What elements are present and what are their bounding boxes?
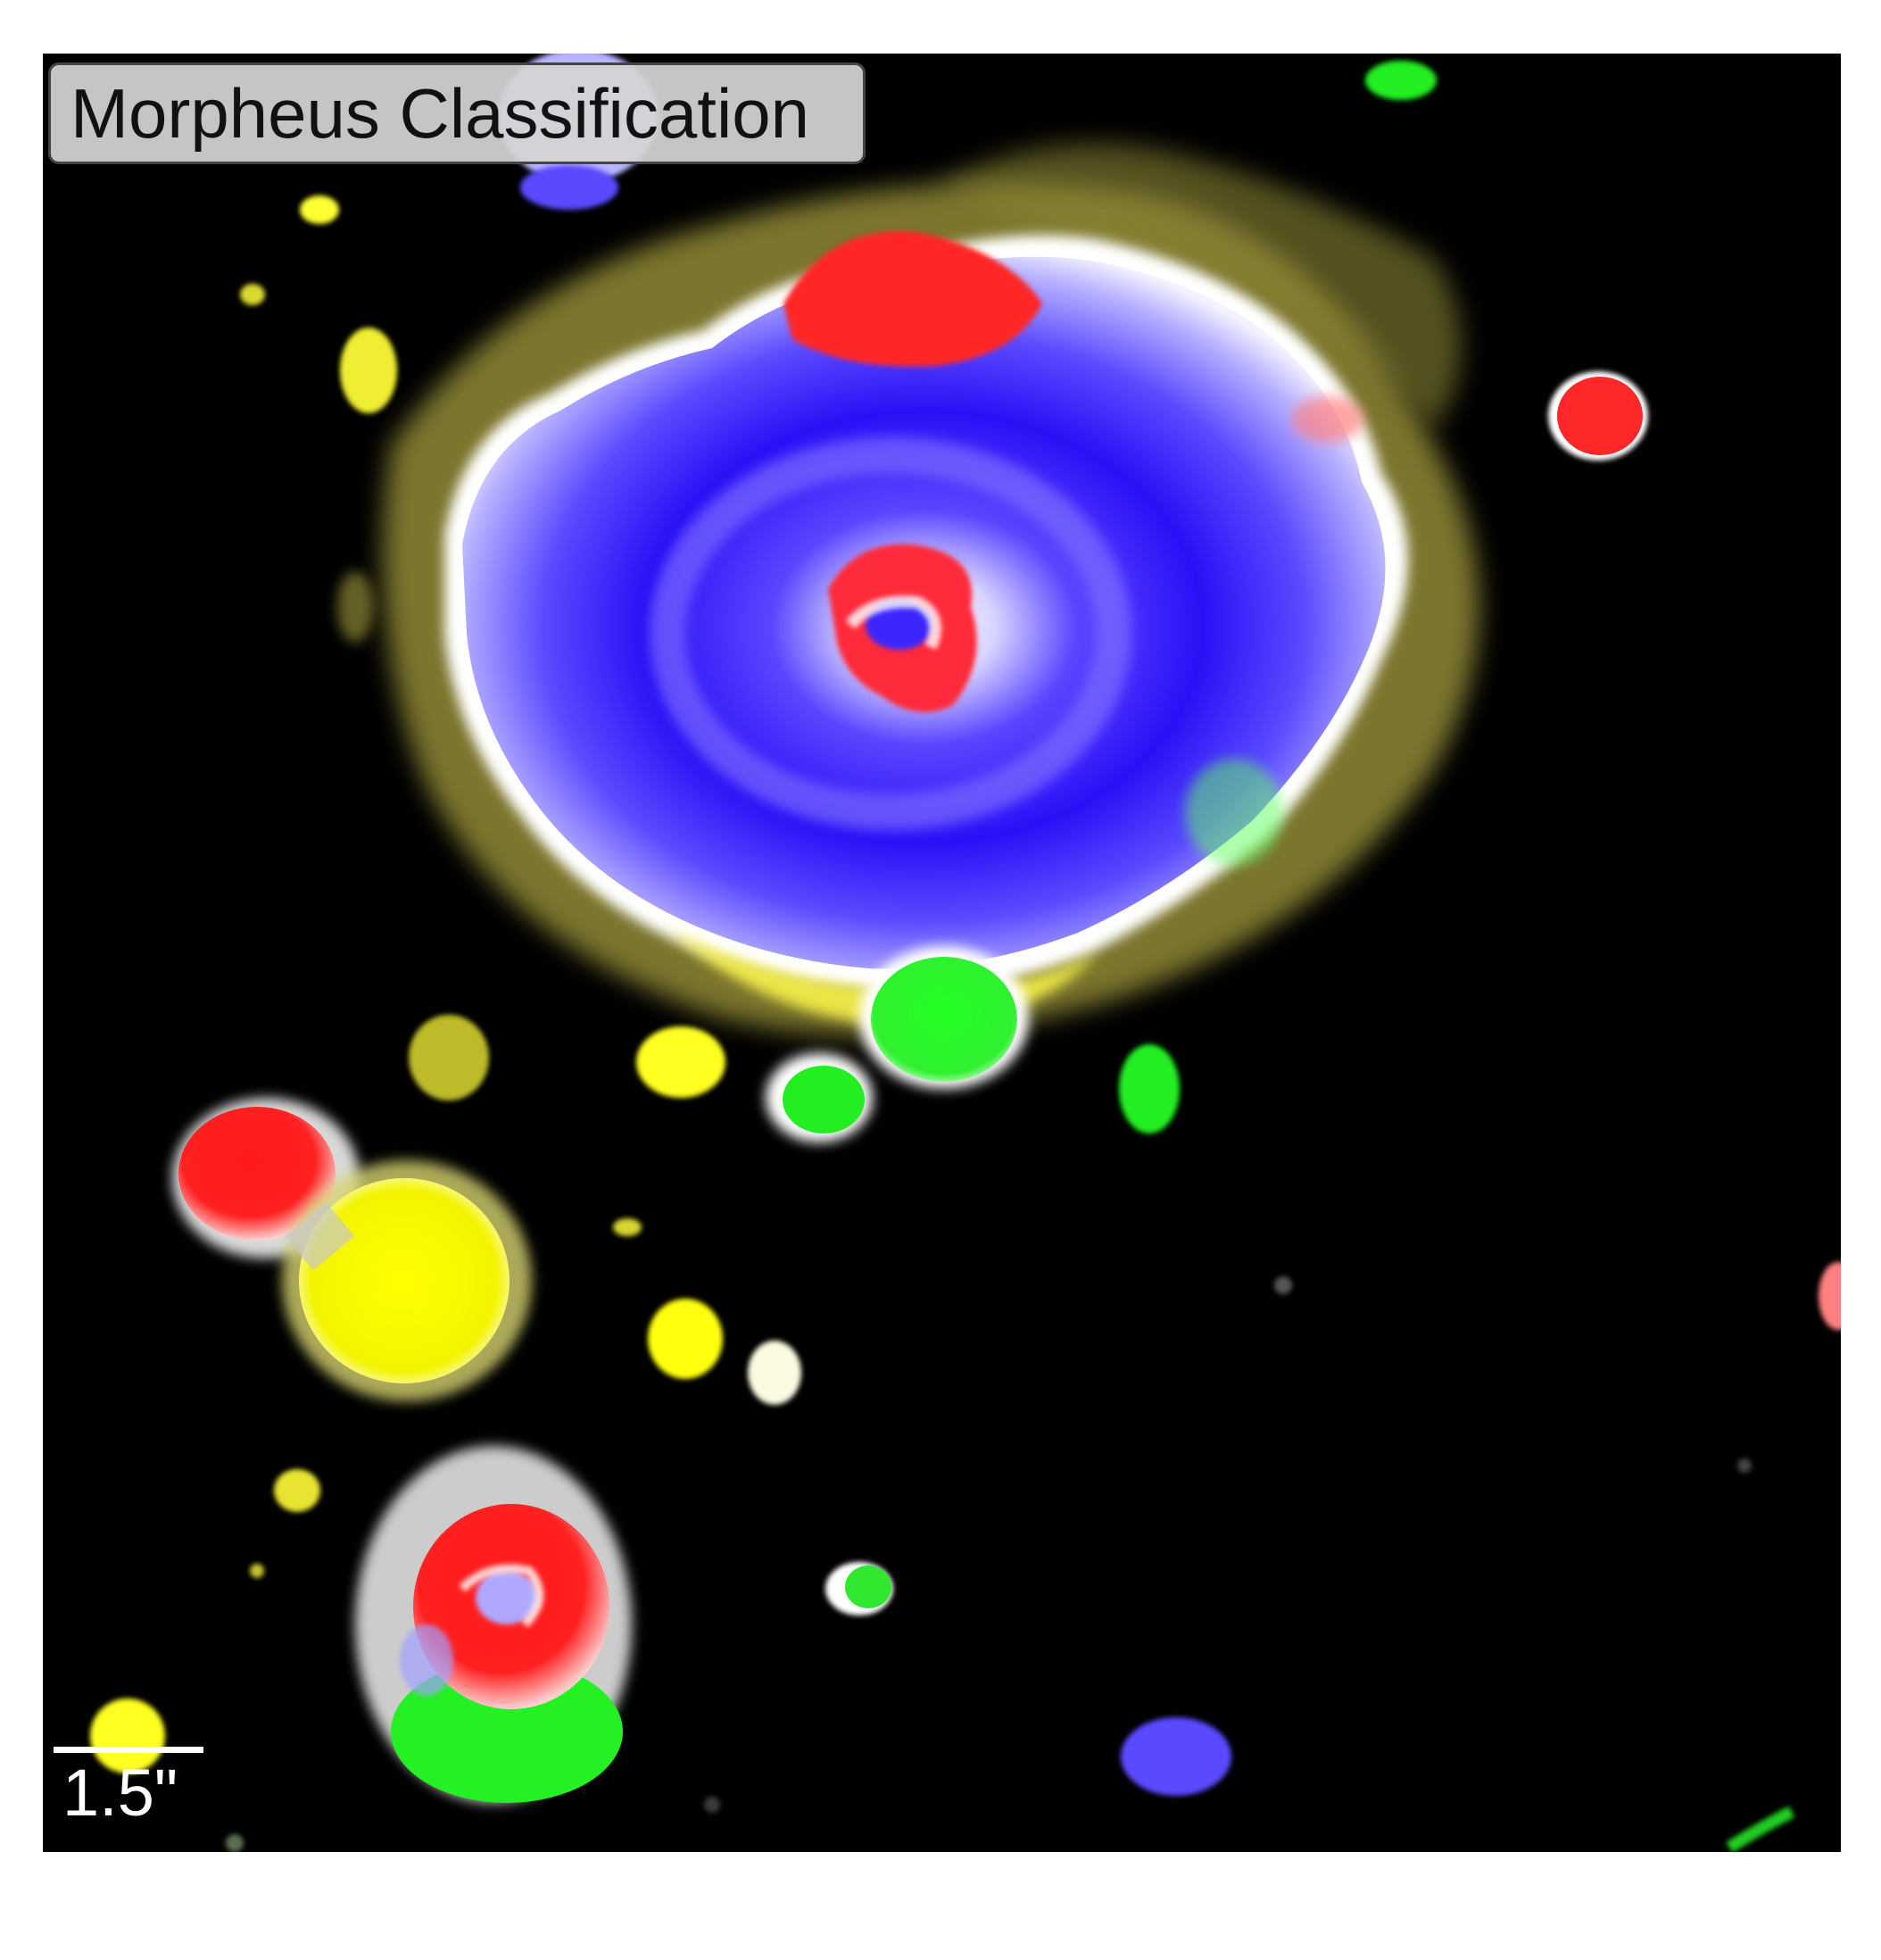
lower-galaxy-core: [476, 1571, 538, 1624]
bulge-swirl: [845, 595, 941, 650]
green-clump-left-core: [783, 1066, 865, 1134]
mid-tiny-yellow: [613, 1218, 642, 1236]
lower-galaxy-bluefringe: [400, 1624, 453, 1696]
small-yellow-g: [250, 1564, 264, 1578]
lower-galaxy-green: [391, 1660, 623, 1803]
mid-yellow-blob: [648, 1299, 723, 1379]
upper-halo: [935, 144, 1462, 428]
faint-dot-4: [226, 1834, 244, 1852]
mid-yellow-tail: [748, 1341, 801, 1405]
small-green-mid-core: [845, 1566, 891, 1608]
left-red-blob: [178, 1107, 336, 1241]
top-red-clump: [783, 231, 1042, 367]
small-yellow-f: [274, 1469, 320, 1512]
small-yellow-h: [90, 1698, 165, 1773]
yellow-blob-b: [636, 1026, 725, 1098]
lower-galaxy-swirl: [459, 1564, 544, 1628]
disk-ring: [650, 437, 1131, 830]
classification-map: [90, 54, 1841, 1852]
yellow-blob-a: [409, 1015, 489, 1100]
faint-dot-1: [1274, 1276, 1292, 1294]
right-red-blob-core: [1557, 377, 1643, 455]
right-red-tint: [1292, 396, 1363, 443]
bottom-green-streak: [1726, 1806, 1795, 1852]
classification-image: Morpheus Classification 1.5": [43, 54, 1841, 1852]
left-yellow-blob: [299, 1178, 510, 1383]
top-blue-blob-core: [520, 165, 618, 210]
scale-bar-label: 1.5": [62, 1756, 178, 1830]
left-connector: [284, 1201, 355, 1271]
scale-bar: [54, 1747, 203, 1753]
yellow-blob-c: [340, 328, 397, 413]
yellow-blob-e: [240, 284, 265, 305]
lower-blue-blob: [1121, 1717, 1231, 1796]
figure-title: Morpheus Classification: [48, 62, 866, 164]
faint-dot-2: [1737, 1458, 1752, 1473]
right-edge-blob: [1819, 1262, 1841, 1330]
yellow-blob-d: [300, 195, 339, 224]
yellow-wisp: [337, 571, 373, 643]
green-right-edge: [1185, 759, 1283, 866]
central-nucleus: [866, 600, 933, 650]
green-clump-right: [1119, 1044, 1180, 1134]
top-green-blob: [1365, 61, 1437, 100]
green-clump-main-core: [871, 957, 1017, 1082]
faint-dot-3: [704, 1797, 720, 1813]
